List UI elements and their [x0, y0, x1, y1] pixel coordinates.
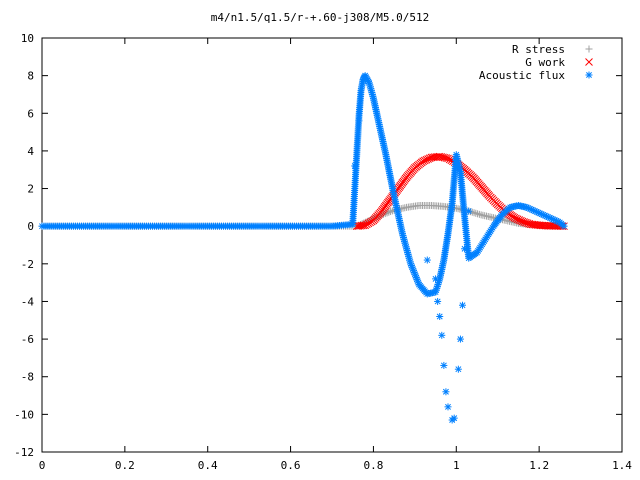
- series-1: [353, 152, 568, 231]
- legend-label: G work: [525, 56, 565, 69]
- y-tick-label: -8: [21, 371, 34, 384]
- data-point: [351, 162, 359, 170]
- legend-marker: [585, 58, 593, 66]
- data-point: [470, 209, 478, 217]
- legend-label: Acoustic flux: [479, 69, 565, 82]
- plot-frame: [41, 37, 623, 453]
- data-point: [461, 245, 469, 253]
- x-tick-label: 0.4: [198, 459, 218, 472]
- y-tick-label: -10: [14, 408, 34, 421]
- data-point: [434, 297, 442, 305]
- data-point: [385, 208, 393, 216]
- data-point: [442, 388, 450, 396]
- data-point: [381, 210, 389, 218]
- data-point: [472, 209, 480, 217]
- x-tick-label: 0.8: [363, 459, 383, 472]
- y-tick-label: 8: [27, 70, 34, 83]
- y-tick-label: 6: [27, 107, 34, 120]
- x-tick-label: 0.2: [115, 459, 135, 472]
- y-tick-label: 10: [21, 32, 34, 45]
- x-tick-label: 0: [39, 459, 46, 472]
- x-tick-label: 1.4: [612, 459, 632, 472]
- legend-marker: [585, 71, 593, 79]
- data-point: [436, 313, 444, 321]
- series-3: [351, 117, 473, 424]
- data-point: [475, 210, 483, 218]
- series-layer: [38, 72, 568, 424]
- legend-marker: [585, 45, 593, 53]
- y-tick-label: 4: [27, 145, 34, 158]
- axis-ticks: 0 0.2 0.4 0.6 0.8 1 1.2 1.4 10 8 6 4 2 0 -2 -4 -6 -8 -10 -1…: [14, 32, 632, 472]
- data-point: [444, 403, 452, 411]
- data-point: [450, 414, 458, 422]
- data-point: [383, 209, 391, 217]
- data-point: [355, 117, 363, 125]
- data-point: [456, 335, 464, 343]
- data-point: [459, 301, 466, 309]
- y-tick-label: 0: [27, 220, 34, 233]
- legend-label: R stress: [512, 43, 565, 56]
- y-tick-label: -2: [21, 258, 34, 271]
- x-tick-label: 0.6: [281, 459, 301, 472]
- data-point: [379, 210, 387, 218]
- data-point: [465, 207, 473, 215]
- data-point: [387, 208, 395, 216]
- series-2: [38, 72, 568, 298]
- y-tick-label: -4: [21, 295, 35, 308]
- data-point: [438, 331, 446, 339]
- data-point: [423, 256, 431, 264]
- y-tick-label: -12: [14, 446, 34, 459]
- y-tick-label: 2: [27, 183, 34, 196]
- x-tick-label: 1: [453, 459, 460, 472]
- data-point: [560, 222, 568, 230]
- data-point: [432, 275, 440, 283]
- data-point: [440, 361, 448, 369]
- chart-title: m4/n1.5/q1.5/r-+.60-j308/M5.0/512: [211, 11, 430, 24]
- y-tick-label: -6: [21, 333, 34, 346]
- x-tick-label: 1.2: [529, 459, 549, 472]
- data-point: [357, 221, 366, 230]
- data-point: [454, 365, 462, 373]
- data-point: [474, 210, 482, 218]
